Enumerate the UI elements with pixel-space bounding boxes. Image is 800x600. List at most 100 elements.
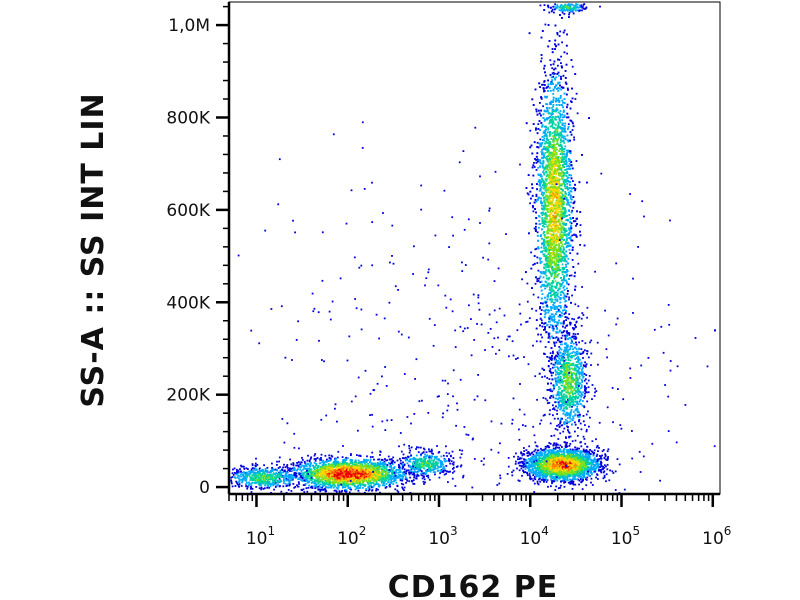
event-dot: [555, 451, 557, 453]
event-dot: [561, 476, 563, 479]
event-dot: [258, 481, 261, 484]
event-dot: [230, 479, 232, 482]
event-dot: [382, 484, 384, 487]
event-dot: [422, 461, 425, 463]
event-dot: [279, 469, 282, 472]
event-dot: [297, 478, 299, 480]
event-dot: [245, 479, 247, 481]
event-dot: [265, 474, 268, 477]
event-dot: [427, 464, 430, 467]
event-dot: [344, 488, 347, 491]
event-dot: [351, 479, 354, 481]
event-dot: [361, 465, 364, 468]
event-dot: [254, 475, 257, 478]
event-dot: [416, 473, 419, 476]
event-dot: [274, 481, 277, 484]
event-dot: [373, 476, 376, 479]
event-dot: [393, 467, 395, 470]
event-dot: [424, 460, 426, 463]
event-dot: [439, 472, 441, 475]
event-dot: [379, 466, 381, 468]
event-dot: [363, 484, 365, 486]
event-dot: [599, 466, 602, 468]
event-dot: [334, 481, 337, 484]
event-dot: [306, 490, 309, 493]
event-dot: [590, 461, 593, 464]
event-dot: [343, 490, 346, 492]
event-dot: [289, 476, 292, 479]
event-dot: [331, 468, 334, 470]
event-dot: [243, 477, 246, 480]
event-dot: [372, 475, 375, 478]
event-dot: [315, 458, 317, 460]
event-dot: [354, 485, 357, 488]
event-dot: [334, 470, 337, 473]
event-dot: [301, 475, 304, 477]
event-dot: [274, 479, 277, 482]
event-dot: [434, 471, 437, 474]
event-dot: [260, 484, 262, 487]
event-dot: [313, 479, 316, 481]
event-dot: [524, 468, 527, 470]
event-dot: [309, 465, 312, 468]
event-dot: [432, 464, 435, 467]
event-dot: [428, 455, 431, 457]
event-dot: [317, 488, 320, 491]
event-dot: [323, 463, 326, 466]
event-dot: [442, 465, 445, 468]
event-dot: [431, 455, 433, 458]
event-dot: [558, 446, 560, 449]
event-dot: [412, 460, 415, 463]
event-dot: [257, 480, 259, 482]
event-dot: [316, 473, 318, 476]
event-dot: [586, 476, 589, 479]
event-dot: [320, 467, 323, 470]
event-dot: [271, 468, 273, 471]
event-dot: [593, 452, 596, 454]
event-dot: [412, 483, 415, 485]
event-dot: [556, 479, 559, 482]
event-dot: [231, 472, 234, 475]
event-dot: [404, 475, 407, 478]
event-dot: [283, 476, 285, 479]
event-dot: [323, 484, 326, 486]
event-dot: [389, 475, 392, 478]
event-dot: [368, 467, 371, 469]
event-dot: [389, 458, 392, 461]
event-dot: [336, 475, 339, 477]
event-dot: [418, 462, 421, 465]
event-dot: [282, 471, 285, 474]
event-dot: [258, 472, 261, 474]
event-dot: [328, 481, 331, 484]
event-dot: [309, 471, 312, 474]
event-dot: [343, 472, 345, 475]
event-dot: [603, 470, 606, 473]
event-dot: [389, 469, 392, 472]
event-dot: [390, 461, 393, 464]
event-dot: [413, 474, 416, 476]
event-dot: [547, 445, 550, 448]
event-dot: [390, 458, 393, 460]
event-dot: [432, 466, 435, 469]
event-dot: [253, 477, 256, 480]
event-dot: [386, 459, 389, 462]
event-dot: [341, 477, 344, 479]
event-dot: [282, 475, 285, 478]
event-dot: [410, 467, 413, 470]
event-dot: [408, 472, 411, 474]
event-dot: [533, 477, 536, 480]
event-dot: [452, 466, 455, 469]
event-dot: [420, 453, 422, 456]
event-dot: [242, 479, 244, 482]
event-dot: [596, 458, 599, 461]
event-dot: [597, 466, 600, 469]
event-dot: [538, 459, 541, 461]
event-dot: [315, 484, 317, 487]
event-dot: [427, 466, 430, 469]
event-dot: [377, 466, 379, 469]
event-dot: [390, 469, 393, 472]
event-dot: [296, 484, 298, 487]
event-dot: [356, 472, 359, 474]
event-dot: [385, 472, 388, 475]
event-dot: [534, 454, 536, 457]
